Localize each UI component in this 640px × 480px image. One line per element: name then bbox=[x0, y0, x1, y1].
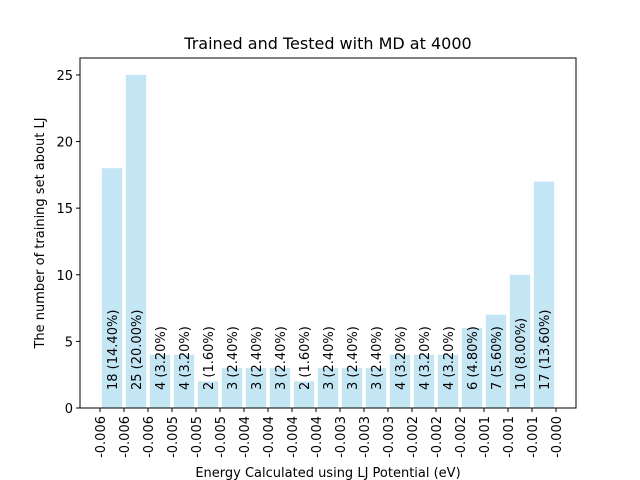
bar-value-label: 10 (8.00%) bbox=[514, 318, 529, 390]
bar bbox=[461, 328, 483, 408]
bar-value-label: 3 (2.40%) bbox=[250, 326, 265, 390]
y-tick-label: 25 bbox=[56, 69, 73, 84]
bar bbox=[149, 354, 171, 408]
bar bbox=[485, 314, 507, 408]
x-tick-label: -0.000 bbox=[550, 416, 565, 458]
bar bbox=[389, 354, 411, 408]
bar bbox=[173, 354, 195, 408]
y-tick-label: 10 bbox=[56, 269, 73, 284]
bar-value-label: 4 (3.20%) bbox=[418, 326, 433, 390]
x-tick-label: -0.002 bbox=[454, 416, 469, 458]
bar bbox=[533, 181, 555, 408]
y-tick-label: 5 bbox=[65, 335, 73, 350]
x-tick-label: -0.005 bbox=[214, 416, 229, 458]
y-tick-label: 20 bbox=[56, 136, 73, 151]
x-tick-label: -0.002 bbox=[430, 416, 445, 458]
bar bbox=[197, 381, 219, 408]
bar bbox=[509, 274, 531, 408]
bar-value-label: 17 (13.60%) bbox=[538, 310, 553, 390]
y-tick-label: 0 bbox=[65, 402, 73, 417]
bar bbox=[413, 354, 435, 408]
bar bbox=[365, 368, 387, 408]
x-tick-label: -0.002 bbox=[406, 416, 421, 458]
chart-title: Trained and Tested with MD at 4000 bbox=[183, 34, 471, 53]
bar bbox=[221, 368, 243, 408]
y-axis-label: The number of training set about LJ bbox=[33, 117, 48, 349]
bar-value-label: 4 (3.20%) bbox=[394, 326, 409, 390]
x-tick-label: -0.006 bbox=[94, 416, 109, 458]
bar-value-label: 3 (2.40%) bbox=[370, 326, 385, 390]
bar-value-label: 4 (3.20%) bbox=[154, 326, 169, 390]
bar-value-label: 3 (2.40%) bbox=[322, 326, 337, 390]
x-tick-label: -0.005 bbox=[190, 416, 205, 458]
bar-value-label: 25 (20.00%) bbox=[130, 310, 145, 390]
bar bbox=[341, 368, 363, 408]
bar-value-label: 3 (2.40%) bbox=[274, 326, 289, 390]
x-tick-label: -0.004 bbox=[238, 416, 253, 458]
bar-value-label: 7 (5.60%) bbox=[490, 326, 505, 390]
bar bbox=[437, 354, 459, 408]
bar bbox=[245, 368, 267, 408]
bar-value-label: 2 (1.60%) bbox=[202, 326, 217, 390]
bar-value-label: 6 (4.80%) bbox=[466, 326, 481, 390]
bar-value-label: 4 (3.20%) bbox=[178, 326, 193, 390]
x-tick-label: -0.004 bbox=[262, 416, 277, 458]
x-tick-label: -0.005 bbox=[166, 416, 181, 458]
x-tick-label: -0.003 bbox=[358, 416, 373, 458]
bar bbox=[101, 168, 123, 408]
x-tick-label: -0.001 bbox=[526, 416, 541, 458]
bar bbox=[269, 368, 291, 408]
bar bbox=[293, 381, 315, 408]
x-tick-label: -0.004 bbox=[310, 416, 325, 458]
bar-value-label: 3 (2.40%) bbox=[346, 326, 361, 390]
x-tick-label: -0.001 bbox=[478, 416, 493, 458]
x-tick-label: -0.006 bbox=[142, 416, 157, 458]
x-tick-label: -0.004 bbox=[286, 416, 301, 458]
bar bbox=[317, 368, 339, 408]
plot-frame bbox=[79, 57, 577, 409]
x-tick-label: -0.003 bbox=[334, 416, 349, 458]
x-tick-label: -0.001 bbox=[502, 416, 517, 458]
bar bbox=[125, 74, 147, 408]
bar-value-label: 3 (2.40%) bbox=[226, 326, 241, 390]
x-tick-label: -0.003 bbox=[382, 416, 397, 458]
bar-value-label: 4 (3.20%) bbox=[442, 326, 457, 390]
y-tick-label: 15 bbox=[56, 202, 73, 217]
bar-value-label: 18 (14.40%) bbox=[106, 310, 121, 390]
x-axis-label: Energy Calculated using LJ Potential (eV… bbox=[195, 466, 460, 480]
bar-value-label: 2 (1.60%) bbox=[298, 326, 313, 390]
x-tick-label: -0.006 bbox=[118, 416, 133, 458]
